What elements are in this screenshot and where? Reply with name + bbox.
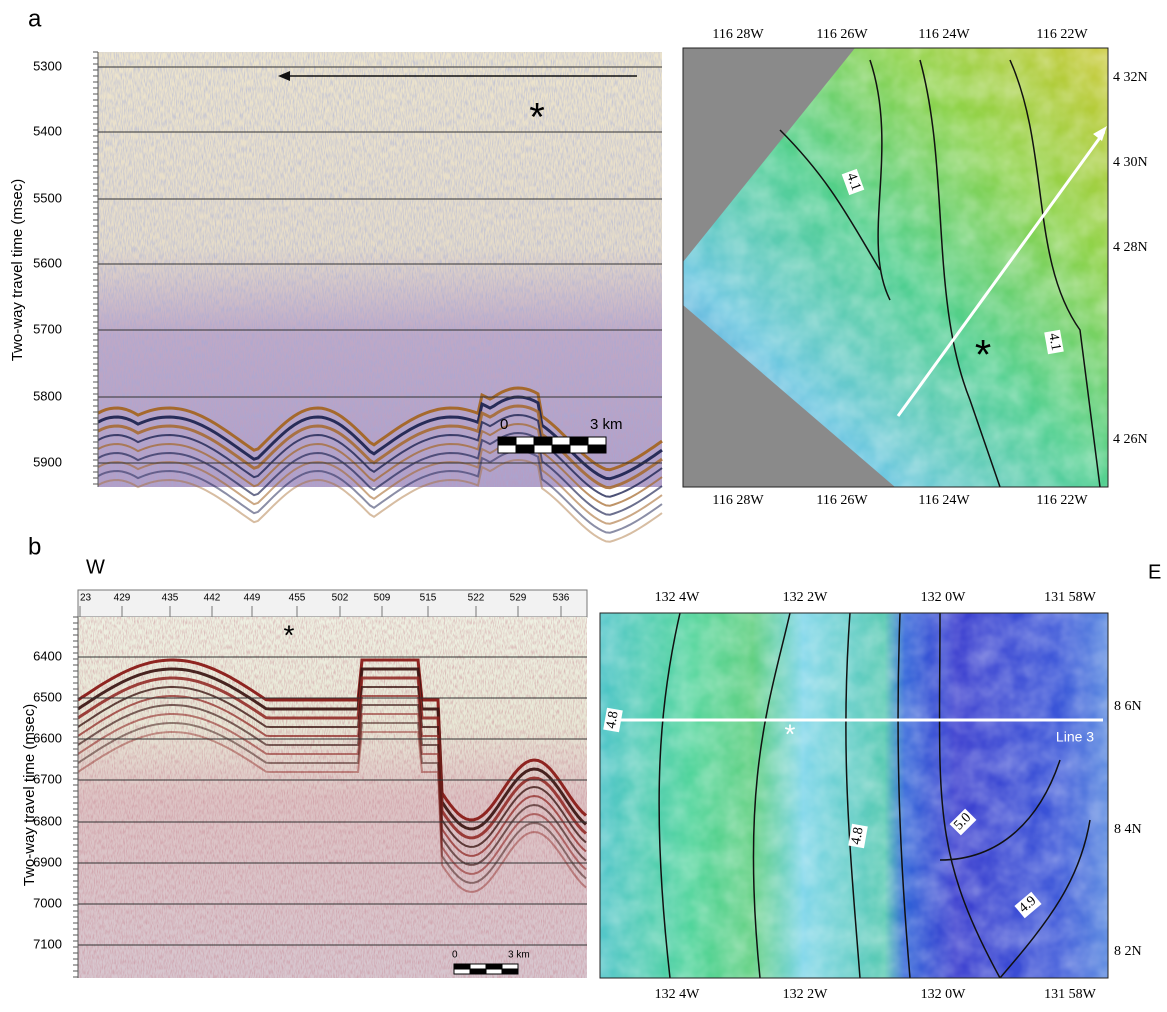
- line-label: Line 3: [1056, 729, 1094, 745]
- x-tick-label: 131 58W: [1044, 987, 1097, 1002]
- y-tick-label: 4 28N: [1113, 240, 1148, 255]
- y-tick-label: 7100: [33, 936, 62, 951]
- y-tick-label: 5400: [33, 123, 62, 138]
- y-tick-label: 6500: [33, 689, 62, 704]
- contour-label: 4.8: [604, 710, 622, 730]
- scale-bar: [502, 964, 518, 969]
- y-tick-label: 4 30N: [1113, 155, 1148, 170]
- x-tick-label: 116 26W: [816, 493, 868, 508]
- trace-label: 455: [289, 593, 306, 604]
- scale-label: 0: [500, 416, 508, 433]
- scale-bar: [502, 969, 518, 974]
- marker: *: [785, 718, 796, 749]
- y-tick-label: 8 2N: [1114, 944, 1142, 959]
- scale-label: 0: [452, 950, 458, 961]
- scale-bar: [534, 437, 552, 445]
- y-tick-label: 4 32N: [1113, 70, 1148, 85]
- trace-label: 449: [244, 593, 261, 604]
- x-tick-label: 116 24W: [918, 27, 970, 42]
- scale-bar: [486, 964, 502, 969]
- trace-label: 23: [80, 593, 92, 604]
- x-tick-label: 131 58W: [1044, 590, 1097, 605]
- scale-bar: [552, 445, 570, 453]
- x-tick-label: 116 24W: [918, 493, 970, 508]
- bathymetry-relief: [600, 613, 1108, 978]
- x-tick-label: 116 26W: [816, 27, 868, 42]
- y-axis-label: Two-way travel time (msec): [21, 704, 38, 887]
- y-tick-label: 4 26N: [1113, 432, 1148, 447]
- scale-bar: [588, 445, 606, 453]
- x-tick-label: 132 4W: [655, 987, 701, 1002]
- y-tick-label: 5700: [33, 321, 62, 336]
- y-axis-label: Two-way travel time (msec): [9, 179, 26, 362]
- scale-label: 3 km: [590, 416, 623, 433]
- trace-label: 522: [468, 593, 485, 604]
- trace-label: 509: [374, 593, 391, 604]
- y-tick-label: 5800: [33, 388, 62, 403]
- scale-bar: [498, 445, 516, 453]
- trace-label: 536: [553, 593, 570, 604]
- scale-bar: [470, 964, 486, 969]
- scale-bar: [570, 445, 588, 453]
- y-tick-label: 8 6N: [1114, 699, 1142, 714]
- trace-label: 515: [420, 593, 437, 604]
- trace-label: 435: [162, 593, 179, 604]
- contour-label: 4.1: [1045, 332, 1063, 352]
- panel-label: b: [28, 533, 41, 560]
- x-tick-label: 132 0W: [921, 590, 967, 605]
- contour-label: 4.8: [849, 826, 867, 846]
- scale-bar: [470, 969, 486, 974]
- y-tick-label: 5900: [33, 454, 62, 469]
- x-tick-label: 132 4W: [655, 590, 701, 605]
- trace-label: 429: [114, 593, 131, 604]
- scale-bar: [486, 969, 502, 974]
- x-tick-label: 132 2W: [783, 987, 829, 1002]
- scale-bar: [552, 437, 570, 445]
- scale-bar: [516, 445, 534, 453]
- x-tick-label: 116 22W: [1036, 493, 1088, 508]
- y-tick-label: 6400: [33, 648, 62, 663]
- scale-bar: [588, 437, 606, 445]
- x-tick-label: 116 28W: [712, 493, 764, 508]
- trace-label: 502: [332, 593, 349, 604]
- scale-bar: [454, 969, 470, 974]
- x-tick-label: 116 28W: [712, 27, 764, 42]
- marker: *: [529, 96, 545, 140]
- marker: *: [284, 619, 295, 650]
- y-tick-label: 5500: [33, 190, 62, 205]
- direction-label: W: [86, 556, 105, 578]
- scale-bar: [534, 445, 552, 453]
- trace-label: 529: [510, 593, 527, 604]
- x-tick-label: 132 2W: [783, 590, 829, 605]
- y-tick-label: 8 4N: [1114, 822, 1142, 837]
- y-tick-label: 7000: [33, 895, 62, 910]
- x-tick-label: 132 0W: [921, 987, 967, 1002]
- seismic-noise: [98, 52, 662, 487]
- panel-label: a: [28, 5, 42, 32]
- scale-label: 3 km: [508, 950, 530, 961]
- scale-bar: [570, 437, 588, 445]
- y-tick-label: 5600: [33, 255, 62, 270]
- x-tick-label: 116 22W: [1036, 27, 1088, 42]
- scale-bar: [498, 437, 516, 445]
- figure-content: a b W E 5300 5400 5500 5600 5700 5800 5900 Two-way …: [9, 5, 1161, 1002]
- y-tick-label: 5300: [33, 58, 62, 73]
- scale-bar: [516, 437, 534, 445]
- figure: a b W E 5300 5400 5500 5600 5700 5800 5900 Two-way …: [0, 0, 1167, 1007]
- scale-bar: [454, 964, 470, 969]
- direction-label: E: [1148, 561, 1161, 583]
- trace-label: 442: [204, 593, 221, 604]
- marker: *: [975, 331, 991, 378]
